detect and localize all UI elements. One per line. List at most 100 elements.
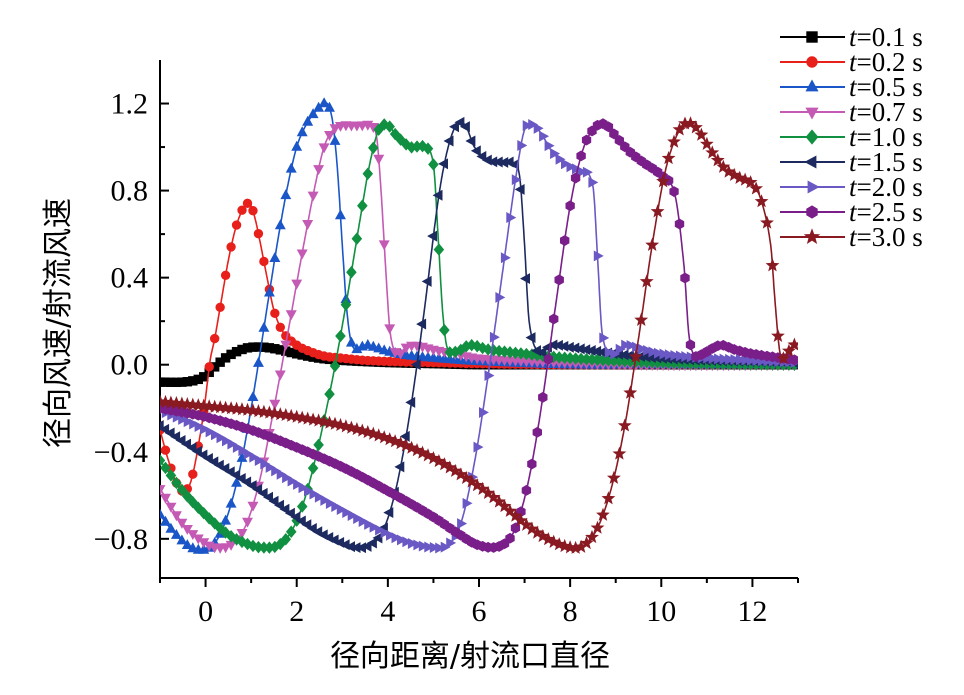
data-point — [443, 135, 454, 147]
data-point — [187, 495, 199, 509]
data-point — [208, 456, 219, 468]
data-point — [511, 174, 522, 186]
data-point — [276, 468, 287, 480]
data-point — [771, 328, 785, 342]
data-point — [269, 252, 281, 262]
legend-entry: t=0.7 s — [780, 97, 923, 127]
data-point — [209, 517, 220, 530]
data-point — [318, 97, 330, 108]
legend-value: =0.1 s — [857, 22, 923, 52]
x-tick-label: 10 — [646, 595, 676, 628]
data-point — [448, 463, 463, 477]
legend-value: =3.0 s — [857, 222, 923, 252]
data-point — [160, 493, 171, 504]
legend-entry: t=1.5 s — [780, 147, 923, 177]
data-point — [422, 142, 434, 155]
data-point — [738, 172, 753, 186]
data-point — [252, 483, 263, 495]
data-point — [509, 159, 520, 170]
data-point — [175, 434, 186, 446]
data-point — [263, 491, 273, 503]
legend-value: =1.5 s — [857, 147, 923, 177]
data-point — [336, 504, 347, 515]
data-point — [160, 485, 166, 496]
y-tick-label: 0.0 — [111, 349, 149, 382]
data-point — [296, 126, 308, 137]
data-point — [705, 145, 720, 159]
data-point — [226, 242, 236, 252]
data-point — [170, 528, 182, 539]
data-point — [407, 537, 418, 549]
data-point — [160, 515, 171, 526]
data-point — [560, 235, 570, 246]
data-point — [609, 128, 619, 140]
data-point — [380, 527, 391, 539]
data-point — [342, 507, 353, 519]
data-point — [307, 108, 319, 119]
data-point — [235, 473, 246, 484]
data-point — [160, 445, 171, 455]
data-point — [205, 426, 216, 438]
data-point — [329, 134, 341, 145]
data-point — [654, 347, 664, 359]
data-point — [433, 243, 445, 256]
data-point — [582, 166, 593, 178]
data-point — [628, 349, 643, 363]
data-point — [295, 515, 306, 527]
data-point — [309, 488, 320, 500]
data-point — [621, 339, 632, 351]
x-tick-label: 6 — [472, 595, 487, 628]
data-point — [543, 353, 553, 365]
data-point — [776, 351, 791, 365]
data-point — [669, 186, 679, 197]
data-point — [421, 275, 432, 287]
data-point — [164, 427, 175, 439]
data-point — [479, 406, 489, 418]
legend-marker — [806, 205, 818, 219]
data-point — [428, 158, 439, 171]
data-point — [667, 134, 681, 148]
data-point — [576, 150, 586, 162]
data-point — [204, 362, 214, 372]
data-point — [399, 438, 414, 452]
data-point — [364, 518, 375, 530]
data-point — [373, 342, 385, 353]
legend-value: =2.0 s — [857, 172, 923, 202]
data-point — [280, 189, 292, 200]
data-point — [672, 122, 687, 136]
data-point — [293, 478, 304, 490]
data-point — [674, 218, 685, 230]
data-point — [238, 445, 249, 457]
data-point — [661, 151, 676, 165]
data-point — [405, 396, 416, 408]
data-point — [384, 120, 395, 133]
data-point — [231, 220, 242, 230]
data-point — [165, 469, 177, 482]
data-point — [593, 250, 604, 262]
data-point — [372, 532, 383, 544]
data-point — [462, 497, 473, 509]
data-point — [253, 228, 264, 239]
data-point — [280, 533, 292, 546]
data-point — [634, 312, 649, 326]
data-point — [249, 451, 260, 463]
legend-value: =0.5 s — [857, 72, 923, 102]
data-point — [570, 172, 581, 184]
data-point — [606, 470, 621, 484]
data-point — [397, 534, 407, 546]
data-point — [623, 385, 638, 399]
data-point — [532, 426, 542, 438]
legend-value: =2.5 s — [857, 197, 923, 227]
legend-label: t=2.5 s — [849, 197, 923, 227]
legend-entry: t=0.5 s — [780, 72, 923, 102]
data-point — [246, 480, 257, 492]
data-point — [476, 150, 487, 162]
data-point — [432, 189, 443, 201]
legend-label: t=1.0 s — [849, 122, 923, 152]
data-point — [241, 476, 252, 488]
data-point — [367, 340, 379, 351]
legend-var: t — [849, 122, 858, 152]
data-point — [539, 130, 550, 142]
data-point — [416, 318, 427, 330]
legend-entry: t=1.0 s — [780, 122, 923, 152]
